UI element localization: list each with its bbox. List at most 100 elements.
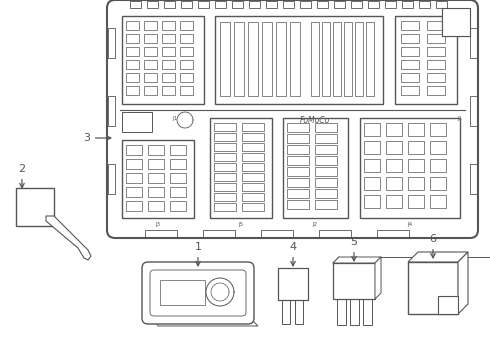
Bar xyxy=(344,22,352,96)
Bar xyxy=(126,34,139,43)
Bar xyxy=(436,1,447,8)
Text: J2: J2 xyxy=(313,222,318,227)
Bar xyxy=(122,112,152,132)
Bar xyxy=(408,262,458,314)
Bar xyxy=(108,96,115,126)
Bar xyxy=(242,173,264,181)
Bar xyxy=(282,298,290,324)
Bar xyxy=(122,140,194,218)
Text: 1: 1 xyxy=(195,242,201,266)
Bar xyxy=(144,73,157,82)
Bar xyxy=(144,34,157,43)
Bar xyxy=(162,34,175,43)
Bar xyxy=(148,187,164,197)
Bar xyxy=(419,1,430,8)
Bar xyxy=(430,141,446,154)
Bar xyxy=(386,177,402,190)
Bar xyxy=(470,164,477,194)
Bar xyxy=(408,159,424,172)
Bar xyxy=(364,159,380,172)
Polygon shape xyxy=(458,252,468,314)
Bar xyxy=(148,201,164,211)
Bar xyxy=(315,145,337,154)
Bar xyxy=(287,189,309,198)
Bar xyxy=(300,1,311,8)
Bar xyxy=(126,47,139,56)
Bar xyxy=(395,16,457,104)
Bar xyxy=(276,22,286,96)
Bar xyxy=(180,86,193,95)
Bar xyxy=(290,22,300,96)
Text: J1: J1 xyxy=(172,116,177,121)
Bar xyxy=(220,22,230,96)
Polygon shape xyxy=(375,257,381,299)
Text: 4: 4 xyxy=(290,242,296,266)
Bar xyxy=(180,60,193,69)
Bar xyxy=(130,1,141,8)
Bar xyxy=(214,163,236,171)
Bar xyxy=(170,145,186,155)
Bar xyxy=(180,47,193,56)
Bar xyxy=(319,230,351,237)
Bar xyxy=(337,297,346,325)
Bar xyxy=(430,123,446,136)
Bar xyxy=(287,134,309,143)
Bar xyxy=(242,123,264,131)
Bar xyxy=(386,195,402,208)
Bar xyxy=(315,134,337,143)
Bar xyxy=(210,118,272,218)
Bar xyxy=(126,159,142,169)
Bar xyxy=(214,173,236,181)
Bar xyxy=(366,22,374,96)
Bar xyxy=(122,16,204,104)
Bar xyxy=(180,73,193,82)
Bar xyxy=(315,156,337,165)
Text: FoMoCo: FoMoCo xyxy=(300,116,330,125)
Bar xyxy=(427,34,445,43)
Bar xyxy=(401,73,419,82)
Bar xyxy=(315,189,337,198)
Bar xyxy=(162,47,175,56)
Bar xyxy=(430,177,446,190)
Bar xyxy=(126,60,139,69)
Text: J1: J1 xyxy=(458,116,463,121)
Bar xyxy=(170,201,186,211)
Bar xyxy=(430,195,446,208)
Bar xyxy=(364,123,380,136)
Bar xyxy=(315,167,337,176)
Bar xyxy=(401,60,419,69)
Bar xyxy=(144,86,157,95)
Bar xyxy=(470,28,477,58)
Bar xyxy=(214,203,236,211)
Bar xyxy=(234,22,244,96)
Bar xyxy=(287,167,309,176)
Bar xyxy=(287,156,309,165)
Bar xyxy=(162,73,175,82)
Bar xyxy=(287,123,309,132)
Bar xyxy=(214,153,236,161)
Bar xyxy=(427,73,445,82)
Bar xyxy=(215,1,226,8)
Bar xyxy=(266,1,277,8)
Bar xyxy=(126,201,142,211)
Bar xyxy=(333,263,375,299)
Bar xyxy=(180,21,193,30)
Text: 2: 2 xyxy=(19,164,25,188)
Bar xyxy=(287,145,309,154)
Bar xyxy=(214,183,236,191)
Bar xyxy=(162,21,175,30)
Bar xyxy=(438,296,458,314)
Bar xyxy=(126,173,142,183)
Bar xyxy=(283,118,348,218)
Bar xyxy=(262,22,272,96)
Bar xyxy=(283,1,294,8)
Bar xyxy=(242,183,264,191)
Polygon shape xyxy=(408,252,468,262)
Bar xyxy=(363,297,372,325)
Polygon shape xyxy=(153,316,258,326)
Bar xyxy=(333,22,341,96)
Bar xyxy=(427,60,445,69)
Polygon shape xyxy=(333,257,381,263)
Bar xyxy=(364,141,380,154)
Bar xyxy=(126,145,142,155)
